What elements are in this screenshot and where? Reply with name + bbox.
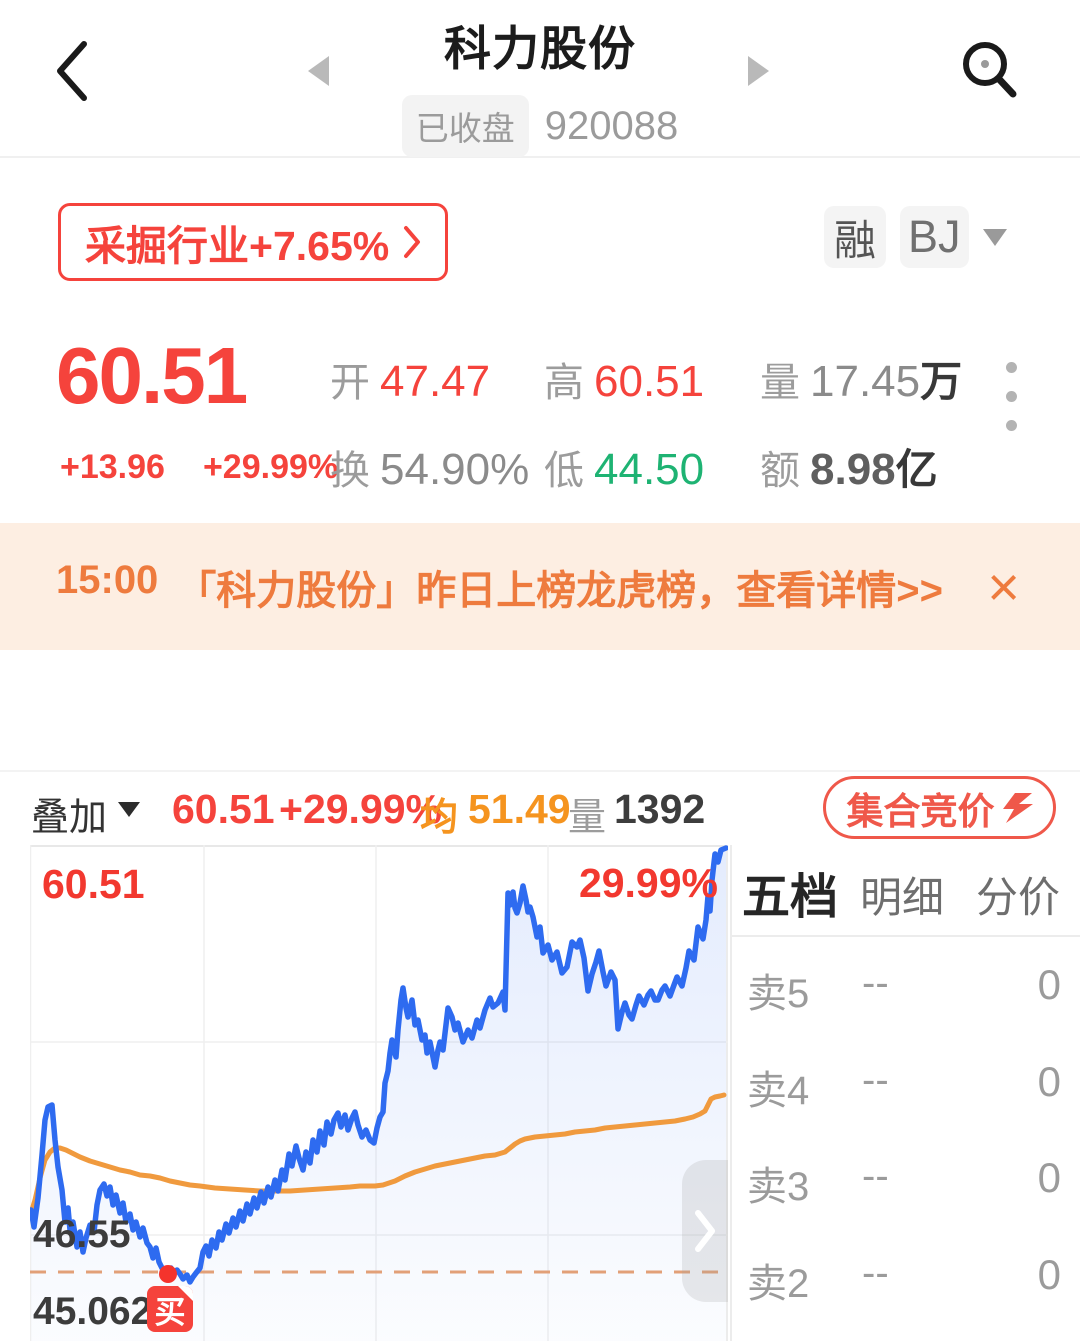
sector-link[interactable]: 采掘行业+7.65% xyxy=(58,203,449,281)
current-price: 60.51 xyxy=(56,331,248,420)
panel-collapse-handle[interactable] xyxy=(682,1160,728,1302)
stat-low: 低 44.50 xyxy=(544,445,705,494)
page-title: 科力股份 xyxy=(444,22,636,75)
sell-row-4[interactable]: 卖4 -- 0 xyxy=(747,1058,1061,1113)
market-status-badge: 已收盘 xyxy=(401,95,529,157)
more-options-menu-icon[interactable] xyxy=(1006,362,1020,431)
back-chevron-icon xyxy=(57,41,87,101)
volume-label: 量 xyxy=(568,797,607,839)
price-area-fill xyxy=(31,848,726,1341)
stat-open: 开 47.47 xyxy=(330,357,491,406)
panel-tab-five-levels[interactable]: 五档 xyxy=(742,871,839,924)
subbar-price: 60.51 xyxy=(172,786,275,832)
volume-value: 1392 xyxy=(614,786,706,832)
back-button[interactable] xyxy=(48,36,96,106)
buy-point-dot xyxy=(159,1265,177,1283)
price-change: +13.96 xyxy=(60,448,165,486)
exchange-dropdown-caret-icon[interactable] xyxy=(982,228,1007,246)
notification-bar: 15:00 「科力股份」昨日上榜龙虎榜，查看详情>> × xyxy=(0,523,1080,650)
avg-price: 51.49 xyxy=(468,786,571,832)
avg-label: 均 xyxy=(420,797,459,839)
avg-price-line xyxy=(28,1092,727,1216)
margin-badge[interactable]: 融 xyxy=(824,206,886,268)
chart-high-label: 60.51 xyxy=(42,861,145,907)
exchange-badge[interactable]: BJ xyxy=(900,206,969,268)
sell-row-3[interactable]: 卖3 -- 0 xyxy=(747,1154,1061,1209)
search-button[interactable] xyxy=(958,36,1022,104)
buy-badge-fold xyxy=(178,1286,193,1301)
notification-link[interactable]: 15:00 「科力股份」昨日上榜龙虎榜，查看详情>> xyxy=(56,558,983,616)
call-auction-button[interactable]: 集合竞价 xyxy=(823,776,1056,839)
stat-high: 高 60.51 xyxy=(544,357,705,406)
price-change-pct: +29.99% xyxy=(202,448,339,486)
panel-tab-details[interactable]: 明细 xyxy=(860,874,945,921)
next-stock-arrow-icon[interactable] xyxy=(748,56,769,86)
buy-marker-badge: 买 xyxy=(147,1286,193,1332)
panel-divider xyxy=(732,935,1080,937)
intraday-chart-svg xyxy=(28,845,729,1341)
market-badges: 融 BJ xyxy=(824,206,1007,268)
chart-plot-area[interactable]: 60.51 29.99% 46.55 45.062 买 xyxy=(28,845,729,1341)
order-book-panel: 五档 明细 分价 卖5 -- 0 卖4 -- 0 卖3 -- 0 卖2 -- 0 xyxy=(730,845,1080,1341)
chart-cost-label: 45.062 xyxy=(33,1290,153,1333)
notification-time: 15:00 xyxy=(56,557,159,602)
stat-volume: 量 17.45万 xyxy=(760,357,963,406)
intraday-chart-section[interactable]: 60.51 29.99% 46.55 45.062 买 xyxy=(0,845,730,1341)
subbar-change-pct: +29.99% xyxy=(279,786,442,832)
auction-flash-icon xyxy=(1002,792,1033,823)
header: 科力股份 已收盘 920088 xyxy=(0,0,1080,158)
quote-stats: 开 47.47 高 60.51 量 17.45万 换 54.90% 低 44.50 额 8.… xyxy=(330,348,980,524)
panel-tab-price-dist[interactable]: 分价 xyxy=(976,874,1061,921)
notification-close-icon[interactable]: × xyxy=(987,554,1020,618)
overlay-caret-icon[interactable] xyxy=(118,802,140,817)
chart-prev-close-label: 46.55 xyxy=(33,1213,131,1256)
stat-turnover-rate: 换 54.90% xyxy=(330,445,530,494)
overlay-dropdown[interactable]: 叠加 xyxy=(31,797,108,839)
stock-code: 920088 xyxy=(544,103,679,148)
prev-stock-arrow-icon[interactable] xyxy=(308,56,329,86)
sector-label: 采掘行业+7.65% xyxy=(85,223,390,269)
chevron-right-icon xyxy=(404,226,421,258)
chart-pct-label: 29.99% xyxy=(578,860,718,906)
chevron-right-icon xyxy=(695,1210,715,1252)
title-block: 科力股份 已收盘 920088 xyxy=(0,10,1080,157)
chart-period-tabs: 分时 五日 日K 周K 月K 更多 xyxy=(0,660,1080,772)
sell-row-5[interactable]: 卖5 -- 0 xyxy=(747,961,1061,1016)
search-icon xyxy=(963,42,1017,98)
call-auction-label: 集合竞价 xyxy=(846,790,995,832)
price-change-row: +13.96 +29.99% xyxy=(60,448,338,487)
stat-amount: 额 8.98亿 xyxy=(760,445,938,494)
price-line xyxy=(28,845,729,1285)
notification-message: 「科力股份」昨日上榜龙虎榜，查看详情>> xyxy=(176,568,944,613)
sell-row-2[interactable]: 卖2 -- 0 xyxy=(747,1251,1061,1306)
